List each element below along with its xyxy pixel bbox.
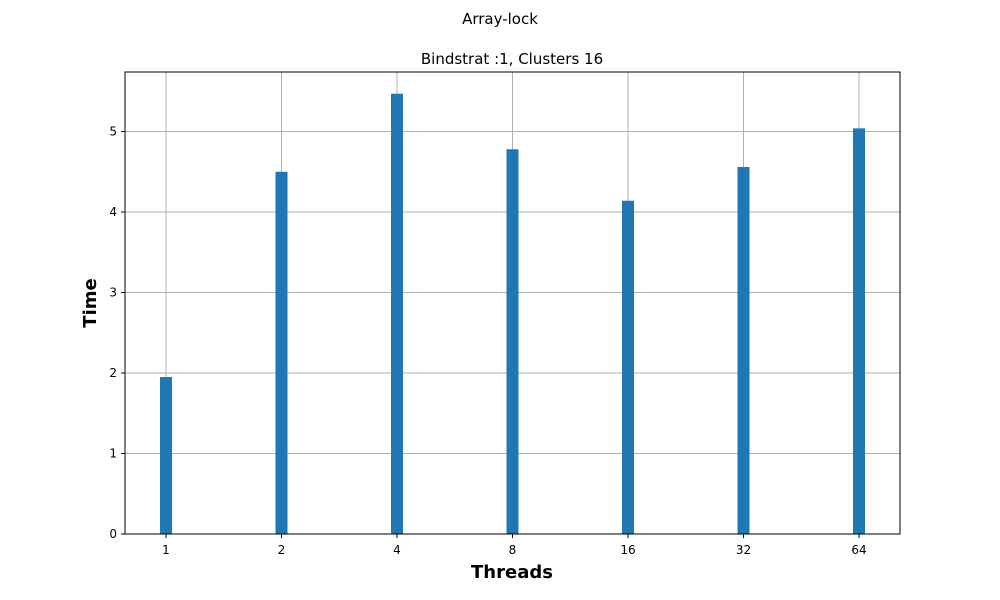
x-tick-label-64: 64	[851, 543, 866, 557]
bar-16	[622, 200, 634, 534]
y-tick-label-0: 0	[109, 527, 117, 541]
x-tick-label-8: 8	[509, 543, 517, 557]
y-tick-label-1: 1	[109, 447, 117, 461]
x-axis-label: Threads	[471, 562, 553, 583]
bars-layer	[160, 93, 865, 535]
bar-1	[160, 377, 172, 534]
y-axis-label: Time	[80, 278, 101, 327]
y-tick-label-3: 3	[109, 286, 117, 300]
x-tick-label-1: 1	[162, 543, 170, 557]
bar-32	[737, 166, 750, 534]
chart-suptitle: Array-lock	[462, 10, 538, 28]
x-tick-label-2: 2	[278, 543, 286, 557]
bar-4	[391, 93, 403, 535]
y-tick-label-4: 4	[109, 205, 117, 219]
chart-title: Bindstrat :1, Clusters 16	[421, 50, 603, 68]
bar-2	[275, 171, 288, 534]
ticks-layer: 1 2 4 8 16 32 64 0 1 2 3 4 5	[109, 125, 866, 557]
y-tick-label-2: 2	[109, 366, 117, 380]
x-tick-label-16: 16	[620, 543, 635, 557]
x-tick-label-32: 32	[736, 543, 751, 557]
x-tick-label-4: 4	[393, 543, 401, 557]
bar-8	[506, 149, 519, 534]
y-tick-label-5: 5	[109, 125, 117, 139]
bar-64	[853, 128, 865, 534]
